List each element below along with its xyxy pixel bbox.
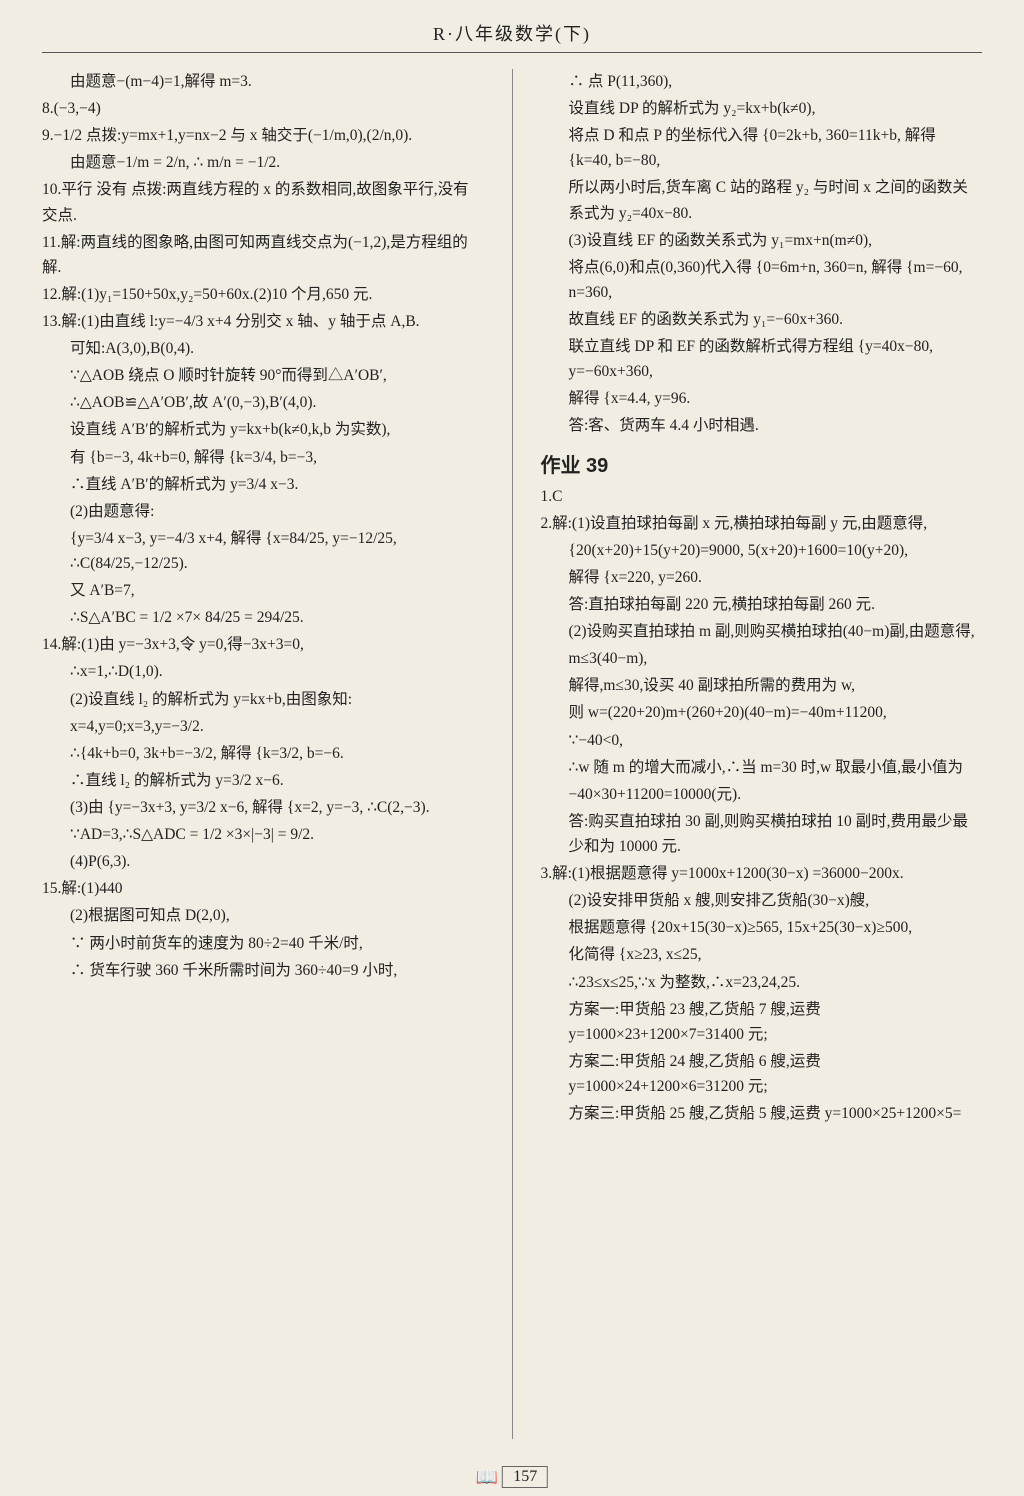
text-line: ∴ 货车行驶 360 千米所需时间为 360÷40=9 小时, (42, 958, 484, 983)
content-columns: 由题意−(m−4)=1,解得 m=3.8.(−3,−4)9.−1/2 点拨:y=… (42, 69, 982, 1439)
text-line: ∵−40<0, (541, 728, 983, 753)
text-line: x=4,y=0;x=3,y=−3/2. (42, 714, 484, 739)
text-line: 15.解:(1)440 (42, 876, 484, 901)
text-line: (2)设直线 l₂ 的解析式为 y=kx+b,由图象知: (42, 687, 484, 712)
text-line: 9.−1/2 点拨:y=mx+1,y=nx−2 与 x 轴交于(−1/m,0),… (42, 123, 484, 148)
text-line: 故直线 EF 的函数关系式为 y₁=−60x+360. (541, 307, 983, 332)
book-icon: 📖 (476, 1467, 498, 1488)
text-line: 又 A′B=7, (42, 578, 484, 603)
text-line: 答:直拍球拍每副 220 元,横拍球拍每副 260 元. (541, 592, 983, 617)
text-line: ∴△AOB≌△A′OB′,故 A′(0,−3),B′(4,0). (42, 390, 484, 415)
text-line: 12.解:(1)y₁=150+50x,y₂=50+60x.(2)10 个月,65… (42, 282, 484, 307)
text-line: 所以两小时后,货车离 C 站的路程 y₂ 与时间 x 之间的函数关系式为 y₂=… (541, 175, 983, 225)
text-line: 3.解:(1)根据题意得 y=1000x+1200(30−x) =36000−2… (541, 861, 983, 886)
right-column: ∴ 点 P(11,360),设直线 DP 的解析式为 y₂=kx+b(k≠0),… (541, 69, 983, 1439)
text-line: {20(x+20)+15(y+20)=9000, 5(x+20)+1600=10… (541, 538, 983, 563)
text-line: 设直线 DP 的解析式为 y₂=kx+b(k≠0), (541, 96, 983, 121)
section-title: 作业 39 (541, 449, 983, 478)
text-line: 答:客、货两车 4.4 小时相遇. (541, 413, 983, 438)
text-line: ∵△AOB 绕点 O 顺时针旋转 90°而得到△A′OB′, (42, 363, 484, 388)
text-line: 可知:A(3,0),B(0,4). (42, 336, 484, 361)
column-divider (512, 69, 513, 1439)
text-line: −40×30+11200=10000(元). (541, 782, 983, 807)
text-line: 则 w=(220+20)m+(260+20)(40−m)=−40m+11200, (541, 700, 983, 725)
text-line: ∴x=1,∴D(1,0). (42, 659, 484, 684)
text-line: (4)P(6,3). (42, 849, 484, 874)
text-line: (2)由题意得: (42, 499, 484, 524)
text-line: 解得 {x=220, y=260. (541, 565, 983, 590)
text-line: 将点 D 和点 P 的坐标代入得 {0=2k+b, 360=11k+b, 解得 … (541, 123, 983, 173)
text-line: 10.平行 没有 点拨:两直线方程的 x 的系数相同,故图象平行,没有交点. (42, 177, 484, 227)
text-line: {y=3/4 x−3, y=−4/3 x+4, 解得 {x=84/25, y=−… (42, 526, 484, 576)
text-line: 由题意−1/m = 2/n, ∴ m/n = −1/2. (42, 150, 484, 175)
page-number: 157 (502, 1466, 548, 1488)
text-line: 答:购买直拍球拍 30 副,则购买横拍球拍 10 副时,费用最少最少和为 100… (541, 809, 983, 859)
text-line: 8.(−3,−4) (42, 96, 484, 121)
text-line: ∴直线 l₂ 的解析式为 y=3/2 x−6. (42, 768, 484, 793)
text-line: ∴ 点 P(11,360), (541, 69, 983, 94)
text-line: 由题意−(m−4)=1,解得 m=3. (42, 69, 484, 94)
text-line: ∴23≤x≤25,∵x 为整数,∴x=23,24,25. (541, 970, 983, 995)
text-line: 解得 {x=4.4, y=96. (541, 386, 983, 411)
page-number-badge: 📖 157 (476, 1466, 548, 1488)
page-header: R·八年级数学(下) (42, 20, 982, 53)
text-line: 解得,m≤30,设买 40 副球拍所需的费用为 w, (541, 673, 983, 698)
text-line: 11.解:两直线的图象略,由图可知两直线交点为(−1,2),是方程组的解. (42, 230, 484, 280)
text-line: 将点(6,0)和点(0,360)代入得 {0=6m+n, 360=n, 解得 {… (541, 255, 983, 305)
text-line: ∴S△A′BC = 1/2 ×7× 84/25 = 294/25. (42, 605, 484, 630)
text-line: 有 {b=−3, 4k+b=0, 解得 {k=3/4, b=−3, (42, 445, 484, 470)
text-line: ∵AD=3,∴S△ADC = 1/2 ×3×|−3| = 9/2. (42, 822, 484, 847)
text-line: (2)根据图可知点 D(2,0), (42, 903, 484, 928)
text-line: 1.C (541, 484, 983, 509)
text-line: 14.解:(1)由 y=−3x+3,令 y=0,得−3x+3=0, (42, 632, 484, 657)
text-line: 2.解:(1)设直拍球拍每副 x 元,横拍球拍每副 y 元,由题意得, (541, 511, 983, 536)
text-line: 方案三:甲货船 25 艘,乙货船 5 艘,运费 y=1000×25+1200×5… (541, 1101, 983, 1126)
text-line: ∴w 随 m 的增大而减小,∴当 m=30 时,w 取最小值,最小值为 (541, 755, 983, 780)
text-line: 化简得 {x≥23, x≤25, (541, 942, 983, 967)
text-line: ∴{4k+b=0, 3k+b=−3/2, 解得 {k=3/2, b=−6. (42, 741, 484, 766)
text-line: m≤3(40−m), (541, 646, 983, 671)
text-line: 方案二:甲货船 24 艘,乙货船 6 艘,运费 y=1000×24+1200×6… (541, 1049, 983, 1099)
text-line: 根据题意得 {20x+15(30−x)≥565, 15x+25(30−x)≥50… (541, 915, 983, 940)
text-line: (3)设直线 EF 的函数关系式为 y₁=mx+n(m≠0), (541, 228, 983, 253)
text-line: 13.解:(1)由直线 l:y=−4/3 x+4 分别交 x 轴、y 轴于点 A… (42, 309, 484, 334)
text-line: 设直线 A′B′的解析式为 y=kx+b(k≠0,k,b 为实数), (42, 417, 484, 442)
text-line: 方案一:甲货船 23 艘,乙货船 7 艘,运费 y=1000×23+1200×7… (541, 997, 983, 1047)
left-column: 由题意−(m−4)=1,解得 m=3.8.(−3,−4)9.−1/2 点拨:y=… (42, 69, 484, 1439)
text-line: 联立直线 DP 和 EF 的函数解析式得方程组 {y=40x−80, y=−60… (541, 334, 983, 384)
text-line: ∵ 两小时前货车的速度为 80÷2=40 千米/时, (42, 931, 484, 956)
text-line: (2)设购买直拍球拍 m 副,则购买横拍球拍(40−m)副,由题意得, (541, 619, 983, 644)
text-line: (2)设安排甲货船 x 艘,则安排乙货船(30−x)艘, (541, 888, 983, 913)
text-line: (3)由 {y=−3x+3, y=3/2 x−6, 解得 {x=2, y=−3,… (42, 795, 484, 820)
text-line: ∴直线 A′B′的解析式为 y=3/4 x−3. (42, 472, 484, 497)
